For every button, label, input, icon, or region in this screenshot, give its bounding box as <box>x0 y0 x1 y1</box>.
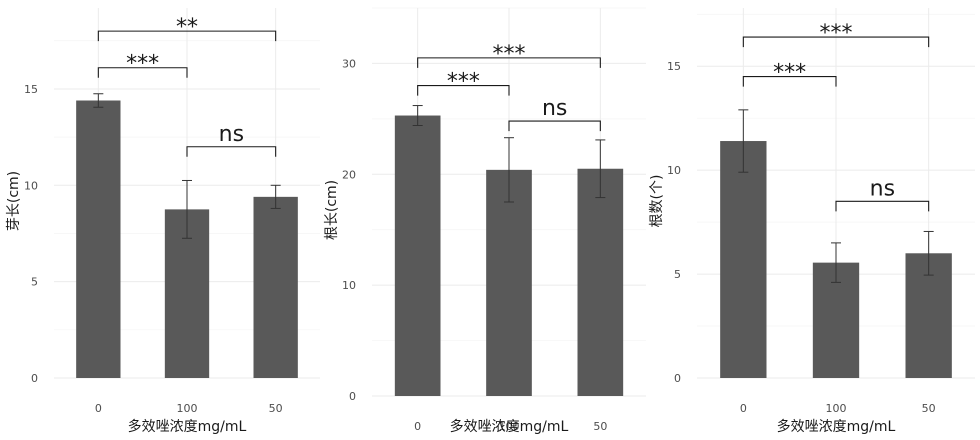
y-tick-label: 0 <box>349 390 356 403</box>
significance-label: *** <box>820 21 853 46</box>
x-tick-label: 50 <box>922 402 936 415</box>
bar-sprout-length-0 <box>76 100 121 378</box>
significance-bracket <box>186 146 277 157</box>
y-tick-label: 15 <box>24 83 38 96</box>
x-tick-label: 0 <box>414 420 421 433</box>
x-axis-title: 多效唑浓度mg/mL <box>128 418 247 435</box>
significance-label: ns <box>219 122 244 147</box>
y-tick-label: 10 <box>667 164 681 177</box>
significance-label: ns <box>870 176 895 201</box>
significance-bracket <box>97 67 188 78</box>
x-tick-label: 0 <box>95 402 102 415</box>
significance-bracket <box>835 200 930 212</box>
significance-bracket <box>417 57 601 68</box>
y-tick-label: 5 <box>31 276 38 289</box>
significance-bracket <box>508 120 601 132</box>
y-axis-title: 根长(cm) <box>324 180 340 240</box>
panel-root-length: 0 10 20 30 0 100 50 *** *** ns 多效唑浓度mg/mL 根长(cm) <box>324 7 646 435</box>
y-tick-label: 15 <box>667 60 681 73</box>
x-axis-title: 多效唑浓度mg/mL <box>450 418 569 435</box>
x-tick-label: 100 <box>499 420 520 433</box>
y-tick-label: 10 <box>342 279 356 292</box>
significance-label: *** <box>493 42 526 67</box>
significance-bracket <box>742 36 930 48</box>
significance-label: ** <box>176 15 198 40</box>
y-tick-label: 30 <box>342 57 356 70</box>
significance-bracket <box>97 30 277 42</box>
x-tick-label: 100 <box>826 402 847 415</box>
significance-bracket <box>417 85 510 96</box>
bar-root-count-0 <box>720 141 767 378</box>
y-tick-label: 5 <box>674 268 681 281</box>
significance-label: *** <box>126 52 159 77</box>
y-axis-title: 根数(个) <box>649 175 665 228</box>
y-tick-label: 10 <box>24 179 38 192</box>
y-tick-label: 0 <box>31 372 38 385</box>
significance-label: *** <box>447 70 480 95</box>
bar-sprout-length-50 <box>253 196 298 378</box>
significance-label: ns <box>542 96 567 121</box>
bar-root-length-50 <box>577 168 624 396</box>
x-tick-label: 50 <box>593 420 607 433</box>
y-tick-label: 20 <box>342 168 356 181</box>
significance-bracket <box>742 76 837 87</box>
bar-root-length-0 <box>394 115 441 396</box>
x-axis-title: 多效唑浓度mg/mL <box>777 418 896 435</box>
y-tick-label: 0 <box>674 372 681 385</box>
y-axis-title: 芽长(cm) <box>6 171 22 231</box>
x-tick-label: 100 <box>177 402 198 415</box>
x-tick-label: 50 <box>269 402 283 415</box>
bar-root-length-100 <box>486 169 532 396</box>
significance-label: *** <box>773 61 806 86</box>
x-tick-label: 0 <box>740 402 747 415</box>
